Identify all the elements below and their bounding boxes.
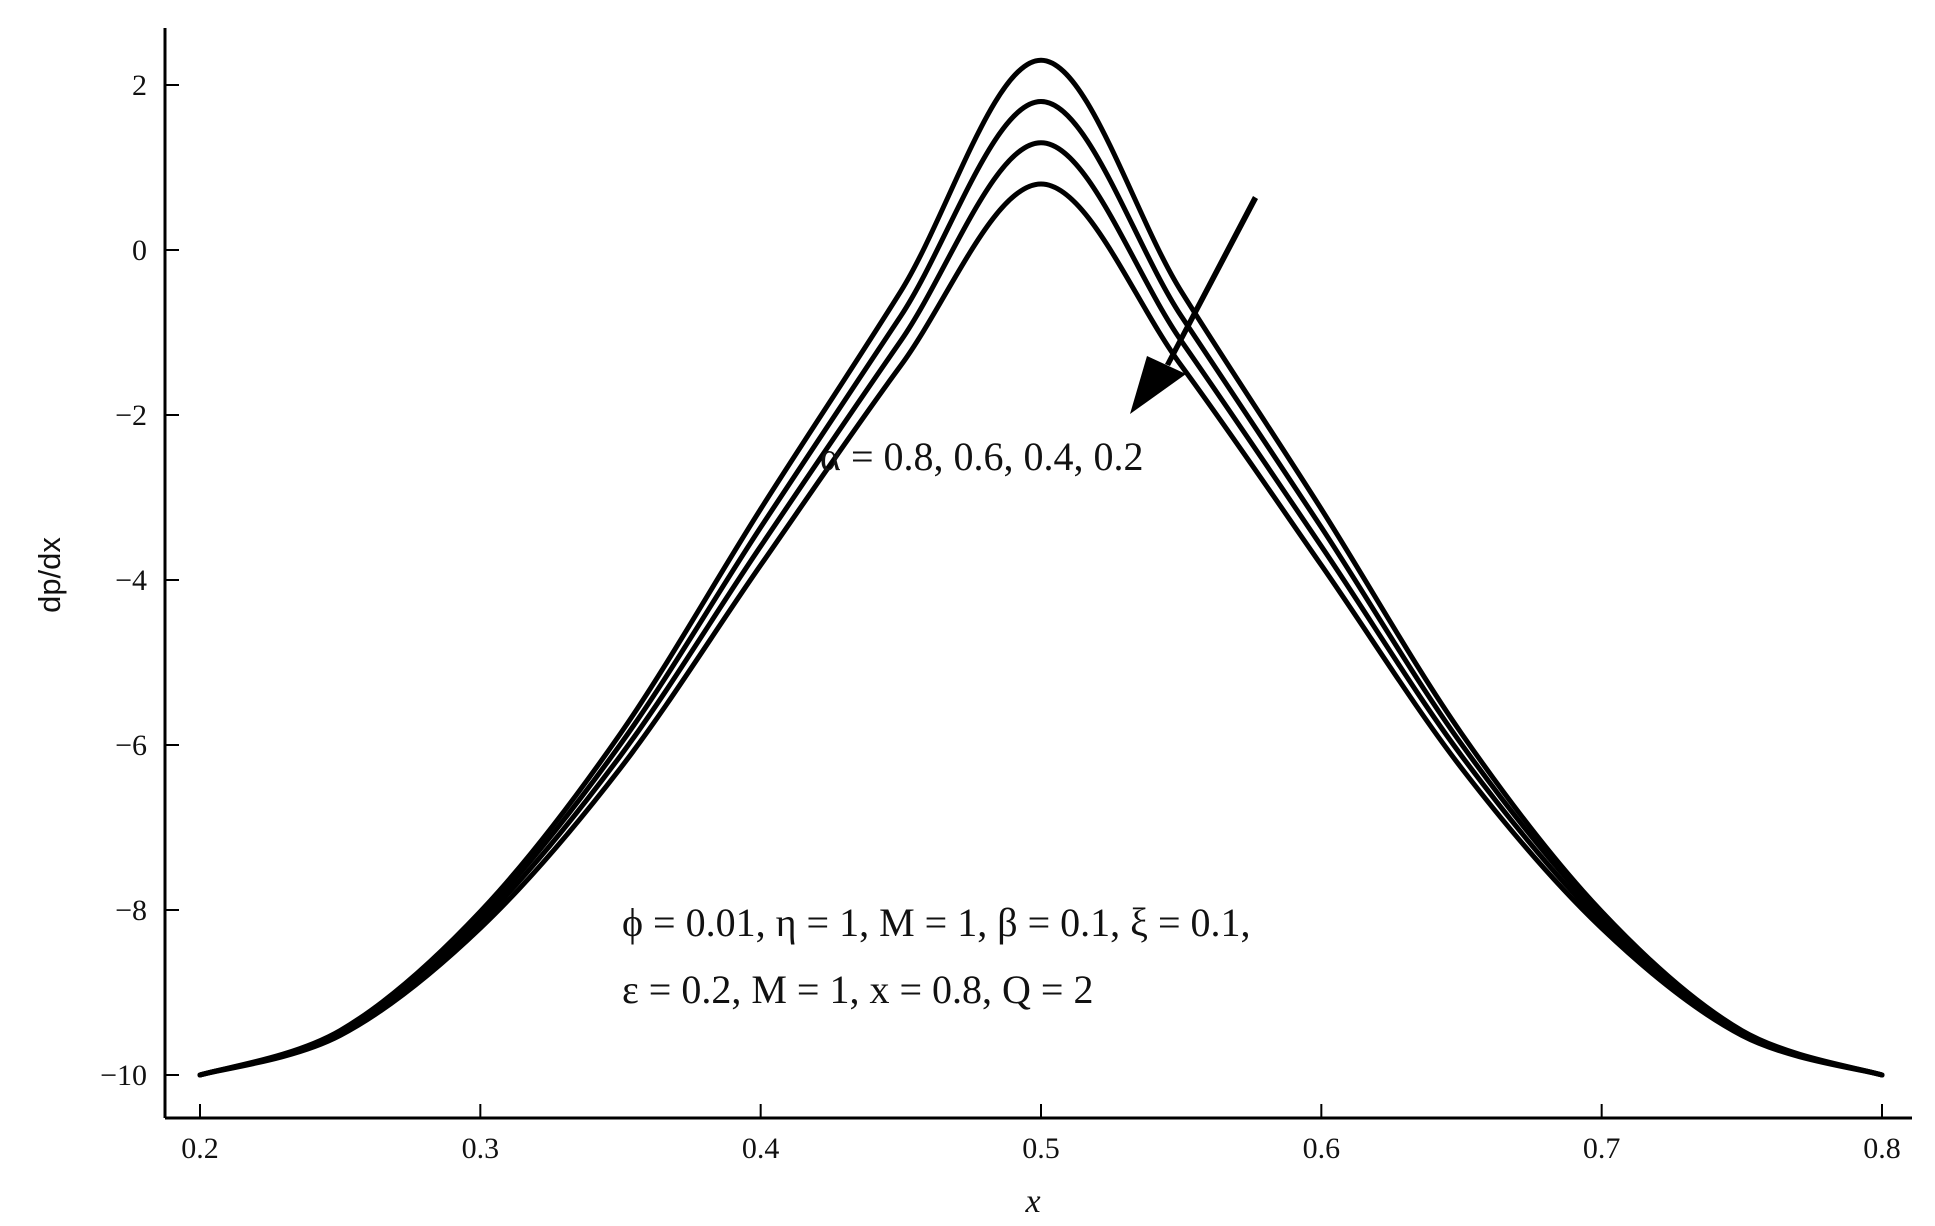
params-annotation-line1: ϕ = 0.01, η = 1, M = 1, β = 0.1, ξ = 0.1… xyxy=(622,900,1251,945)
x-axis-label: x xyxy=(1024,1183,1040,1220)
x-tick-label: 0.5 xyxy=(1022,1132,1060,1165)
series-line-3 xyxy=(197,140,1885,1078)
params-annotation-line2: ε = 0.2, M = 1, x = 0.8, Q = 2 xyxy=(622,967,1093,1012)
x-axis-ticks: 0.2 0.3 0.4 0.5 0.6 0.7 0.8 xyxy=(181,1104,1901,1165)
x-tick-label: 0.2 xyxy=(181,1132,219,1165)
y-axis-label: dp/dx xyxy=(32,537,67,613)
series-curves xyxy=(197,57,1885,1078)
y-axis-ticks: −10 −8 −6 −4 −2 0 2 xyxy=(100,69,179,1092)
trend-arrowhead xyxy=(1130,356,1186,414)
alpha-annotation: α = 0.8, 0.6, 0.4, 0.2 xyxy=(820,434,1144,479)
y-tick-label: −10 xyxy=(100,1059,147,1092)
y-tick-label: 0 xyxy=(132,234,147,267)
y-tick-label: −6 xyxy=(115,729,147,762)
series-line-4 xyxy=(197,181,1885,1078)
y-tick-label: −4 xyxy=(115,564,147,597)
y-tick-label: −8 xyxy=(115,894,147,927)
series-line-2 xyxy=(197,99,1885,1078)
x-tick-label: 0.4 xyxy=(742,1132,780,1165)
x-tick-label: 0.7 xyxy=(1583,1132,1621,1165)
y-tick-label: 2 xyxy=(132,69,147,102)
axes-frame xyxy=(163,28,1912,1120)
x-tick-label: 0.6 xyxy=(1303,1132,1341,1165)
trend-arrow xyxy=(1165,196,1258,366)
y-tick-label: −2 xyxy=(115,399,147,432)
series-line-1 xyxy=(197,57,1885,1078)
x-tick-label: 0.3 xyxy=(462,1132,500,1165)
x-tick-label: 0.8 xyxy=(1863,1132,1901,1165)
